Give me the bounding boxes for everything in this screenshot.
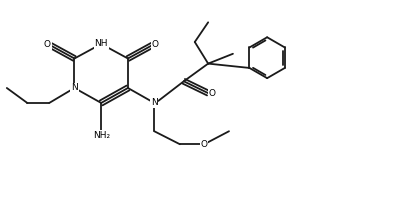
Text: NH₂: NH₂ — [93, 131, 110, 140]
Text: O: O — [209, 89, 215, 98]
Text: NH: NH — [95, 39, 108, 49]
Text: O: O — [44, 40, 51, 49]
Text: N: N — [151, 98, 158, 108]
Text: O: O — [152, 40, 158, 49]
Text: N: N — [71, 84, 78, 92]
Text: O: O — [201, 140, 208, 149]
